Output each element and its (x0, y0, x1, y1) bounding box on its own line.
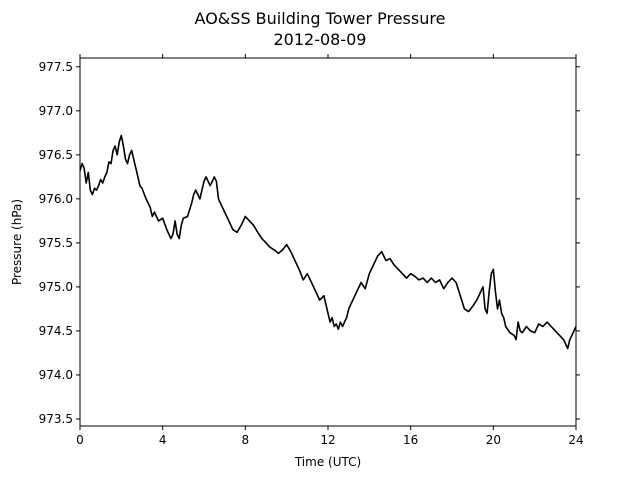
axis-ticks: 0 4 8 12 16 20 24 973.5 974.0 974.5 975.0 975.5 976.… (39, 54, 584, 447)
chart-title: AO&SS Building Tower Pressure (195, 9, 446, 28)
y-tick-label: 977.0 (39, 104, 73, 118)
y-axis-label: Pressure (hPa) (10, 199, 24, 285)
x-axis-label: Time (UTC) (294, 455, 361, 469)
x-tick-label: 16 (403, 433, 418, 447)
x-tick-label: 20 (486, 433, 501, 447)
pressure-series-line (79, 134, 577, 350)
y-tick-label: 975.5 (39, 236, 73, 250)
y-tick-label: 976.0 (39, 192, 73, 206)
plot-frame (79, 57, 577, 427)
x-tick-label: 8 (242, 433, 250, 447)
y-tick-label: 974.5 (39, 324, 73, 338)
x-tick-label: 4 (159, 433, 167, 447)
chart-subtitle: 2012-08-09 (274, 30, 367, 49)
y-tick-label: 976.5 (39, 148, 73, 162)
y-tick-label: 975.0 (39, 280, 73, 294)
y-tick-label: 977.5 (39, 60, 73, 74)
y-tick-label: 973.5 (39, 412, 73, 426)
y-tick-label: 974.0 (39, 368, 73, 382)
x-tick-label: 12 (320, 433, 335, 447)
x-tick-label: 0 (76, 433, 84, 447)
series-layer (79, 134, 577, 350)
x-tick-label: 24 (568, 433, 583, 447)
